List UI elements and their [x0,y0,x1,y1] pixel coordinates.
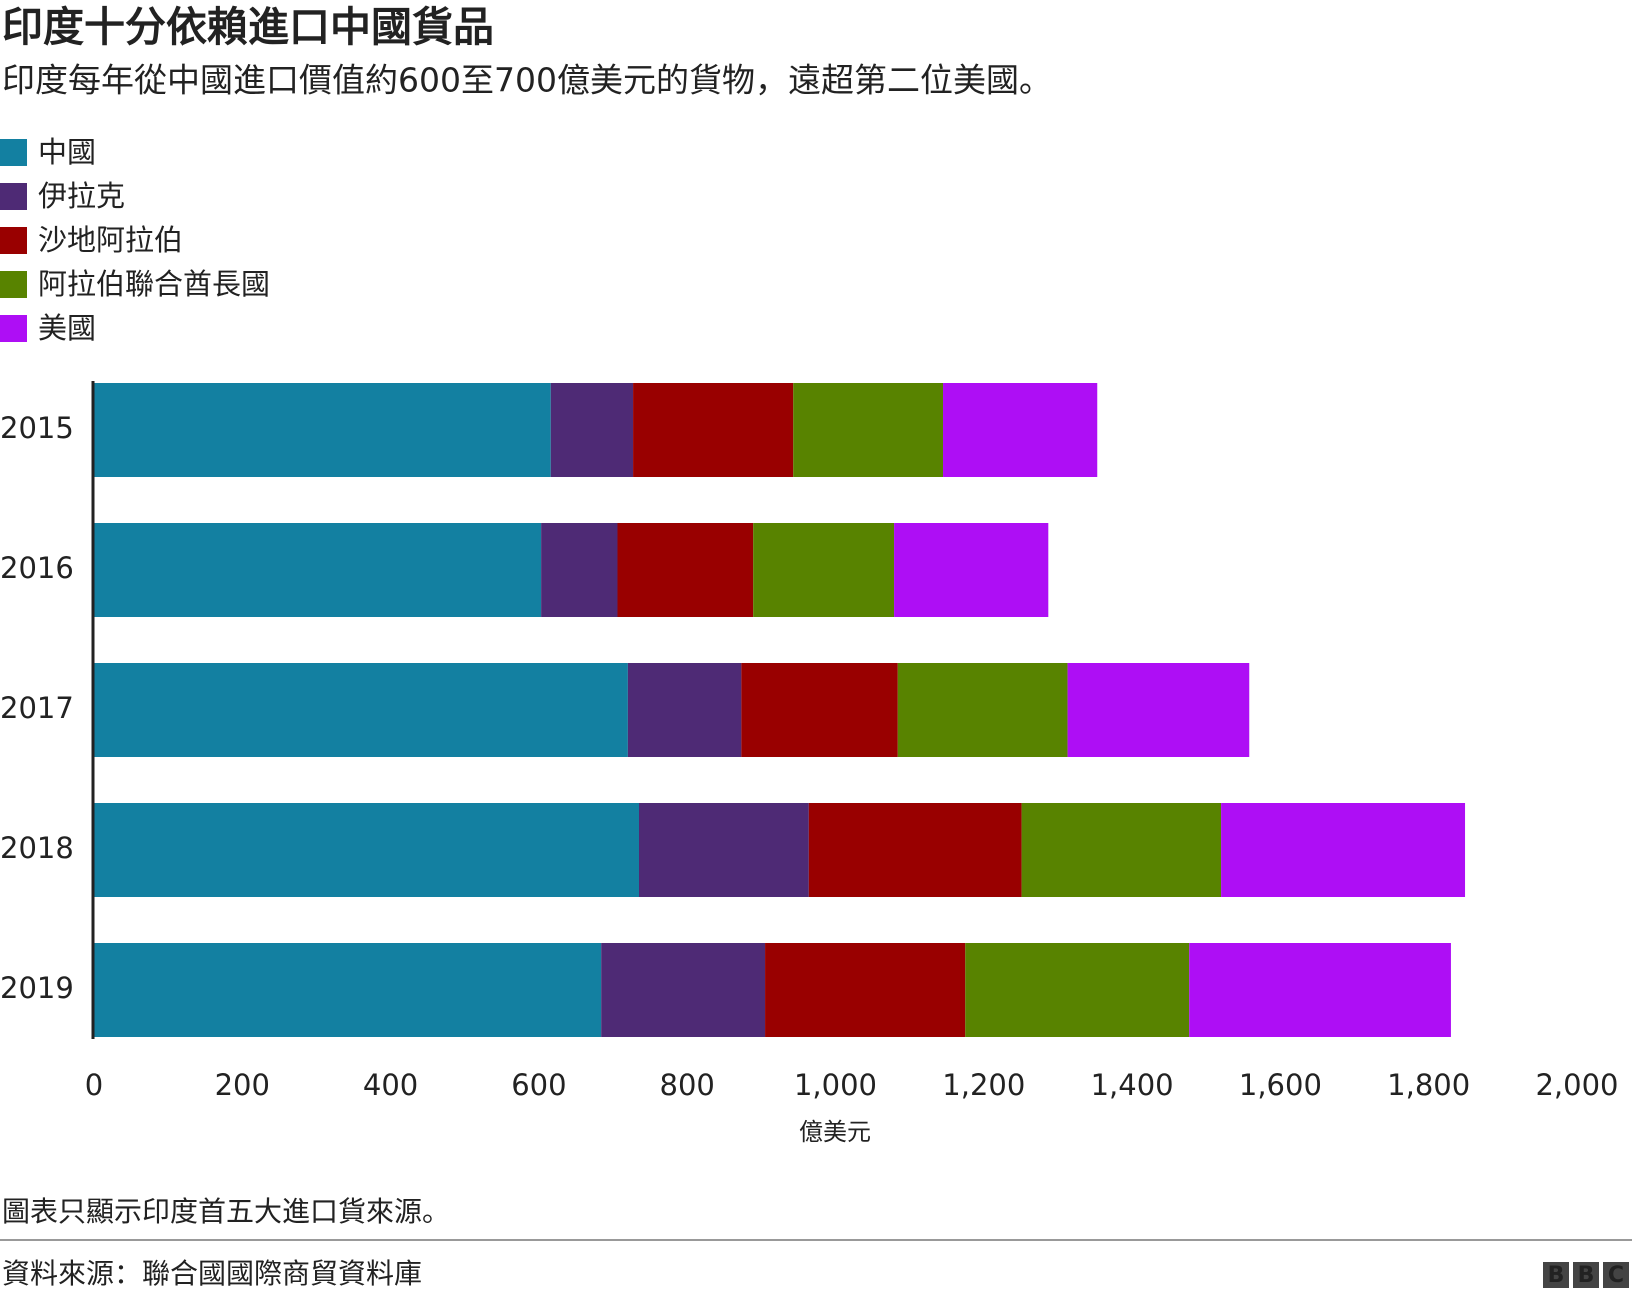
y-tick-label: 2016 [0,551,74,585]
legend-swatch [0,227,27,254]
bar-segment [639,803,809,897]
logo [1543,1262,1629,1288]
chart-title: 印度十分依賴進口中國貨品 [2,3,494,51]
y-tick-label: 2015 [0,411,74,445]
x-tick-label: 1,600 [1239,1068,1322,1102]
bar-segment [550,383,634,477]
bar-segment [94,523,542,617]
x-tick-label: 1,000 [794,1068,877,1102]
bar-segment [741,663,898,757]
legend-swatch [0,315,27,342]
bar-segment [601,943,766,1037]
chart-subtitle: 印度每年從中國進口價值約600至700億美元的貨物，遠超第二位美國。 [2,61,1052,100]
legend-swatch [0,139,27,166]
bar-segment [1189,943,1451,1037]
legend-label: 阿拉伯聯合酋長國 [38,267,270,301]
y-tick-label: 2019 [0,971,74,1005]
logo-letter: C [1608,1263,1624,1288]
y-tick-label: 2017 [0,691,74,725]
x-tick-label: 0 [85,1068,103,1102]
x-tick-label: 800 [660,1068,715,1102]
legend-swatch [0,271,27,298]
bar-segment [1021,803,1222,897]
x-tick-label: 1,800 [1387,1068,1470,1102]
bar-segment [894,523,1049,617]
bar-segment [94,803,640,897]
legend-label: 美國 [38,311,96,345]
bar-segment [965,943,1190,1037]
logo-letter: B [1548,1263,1565,1288]
bar-segment [897,663,1068,757]
logo-letter: B [1578,1263,1595,1288]
bar-segment [633,383,794,477]
bar-segment [94,943,602,1037]
bar-segment [627,663,742,757]
x-tick-label: 200 [215,1068,270,1102]
note: 圖表只顯示印度首五大進口貨來源。 [2,1195,450,1228]
bar-segment [765,943,966,1037]
legend-label: 中國 [38,135,96,169]
y-tick-label: 2018 [0,831,74,865]
x-tick-label: 1,400 [1091,1068,1174,1102]
bar-segment [1221,803,1466,897]
bar-segment [94,383,551,477]
bar-segment [94,663,628,757]
x-tick-label: 600 [511,1068,566,1102]
legend-label: 伊拉克 [38,179,125,213]
bar-segment [793,383,944,477]
x-tick-label: 1,200 [942,1068,1025,1102]
legend-swatch [0,183,27,210]
x-axis-label: 億美元 [799,1118,871,1146]
bar-segment [808,803,1022,897]
x-tick-label: 2,000 [1535,1068,1618,1102]
bar-segment [541,523,618,617]
bar-segment [943,383,1098,477]
legend-label: 沙地阿拉伯 [38,223,183,257]
bar-segment [753,523,895,617]
x-tick-label: 400 [363,1068,418,1102]
source: 資料來源：聯合國國際商貿資料庫 [2,1257,422,1290]
bar-segment [617,523,754,617]
bar-segment [1067,663,1250,757]
